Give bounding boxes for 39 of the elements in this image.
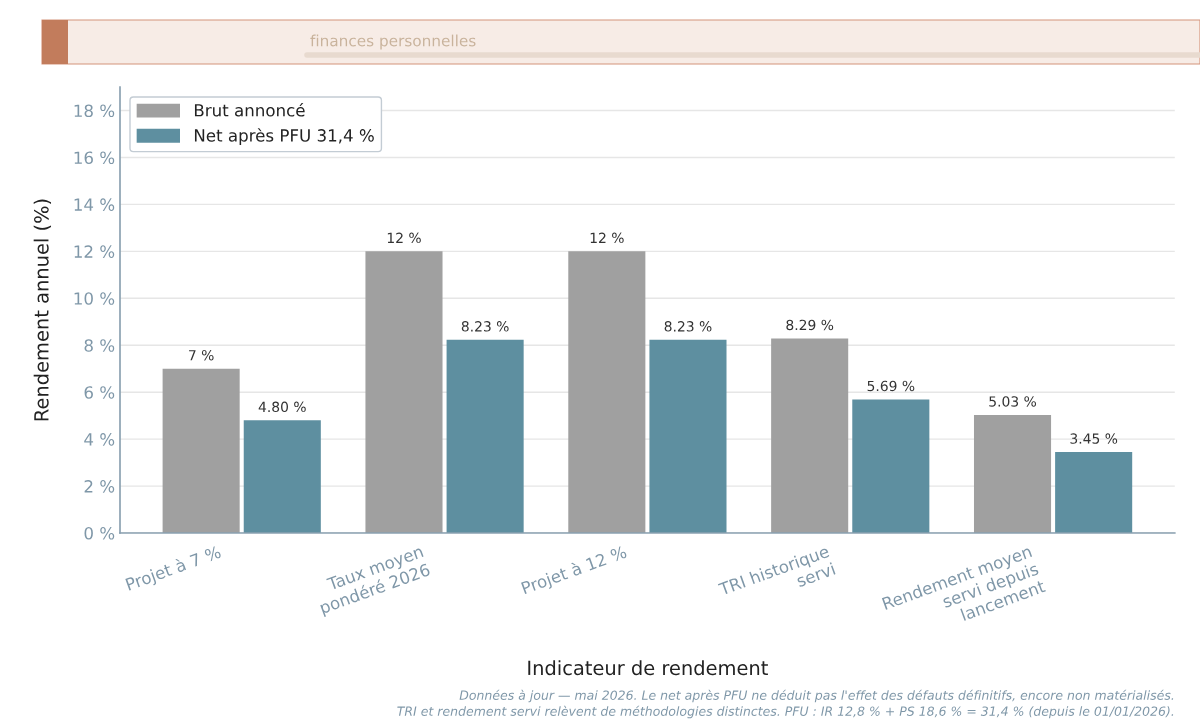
data-label: 5.69 % [867,380,915,392]
y-tick-label: 14 % [74,198,115,211]
data-label: 4.80 % [258,401,306,413]
data-label: 12 % [590,232,624,244]
y-tick-label: 2 % [84,480,115,493]
x-tick-label: Projet à 7 % [124,544,223,594]
x-tick-label: Projet à 12 % [520,544,629,598]
data-label: 8.23 % [664,321,712,332]
data-label: 12 % [387,232,421,244]
data-label: 8.29 % [786,319,834,331]
bar [162,368,240,534]
y-tick-label: 12 % [74,245,115,258]
bar [649,339,727,534]
text: TRI et rendement servi relèvent de méthodologies distinctes. PFU : IR 12,8 % + PS 18,6 % = 31,4 % (depuis le 01/01/2026). [397,705,1174,719]
data-label: 7 % [189,349,214,361]
data-label: 8.23 % [461,321,509,332]
bar [852,399,930,534]
y-tick-label: 18 % [74,104,115,118]
y-tick-label: 4 % [84,433,115,446]
y-tick-label: 8 % [84,339,115,352]
y-tick-label: 0 % [84,527,115,540]
legend-label: Brut annoncé [194,103,305,117]
y-tick-label: 16 % [74,151,115,165]
y-tick-label: 10 % [74,292,115,305]
bar [243,420,321,534]
chart-subtitle: finances personnelles [310,34,476,50]
data-label: 5.03 % [989,396,1037,407]
x-axis-title: Indicateur de rendement [528,660,768,676]
bar [365,251,443,534]
bar [1055,452,1133,534]
data-label: 3.45 % [1070,433,1118,444]
bar [568,251,646,534]
y-tick-label: 6 % [84,386,115,399]
y-axis-title: Rendement annuel (%) [33,199,52,421]
bar [973,414,1052,534]
text: Données à jour — mai 2026. Le net après PFU ne déduit pas l'effet des défauts définitifs, encore non matérialisés. [459,689,1174,703]
bar [446,339,524,534]
legend-label: Net après PFU 31,4 % [194,128,374,145]
bar [771,338,849,534]
